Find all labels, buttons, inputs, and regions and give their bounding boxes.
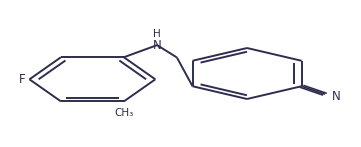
- Text: CH₃: CH₃: [114, 108, 134, 118]
- Text: N: N: [331, 90, 340, 103]
- Text: N: N: [153, 39, 161, 52]
- Text: H: H: [153, 29, 161, 39]
- Text: F: F: [18, 73, 25, 86]
